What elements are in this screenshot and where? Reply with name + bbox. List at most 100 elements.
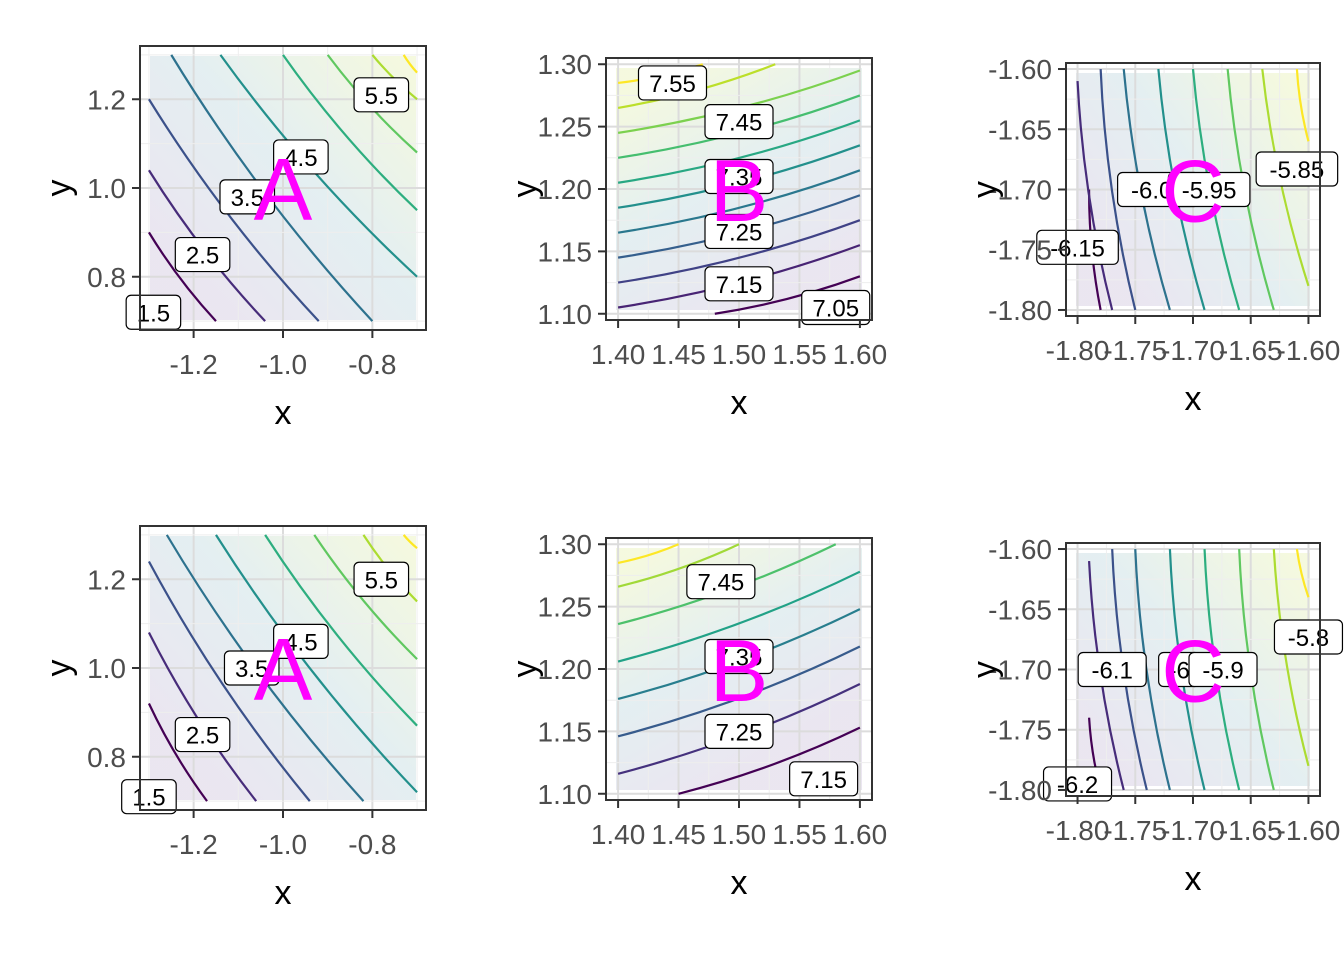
- x-tick-label: 1.45: [651, 819, 706, 850]
- contour-line: [1295, 68, 1310, 142]
- x-tick-label: 1.50: [712, 339, 767, 370]
- y-tick-label: 1.15: [538, 716, 593, 747]
- contour-line: [402, 54, 418, 74]
- contour-label: -5.95: [1182, 178, 1237, 205]
- contour-label: 7.15: [716, 272, 763, 299]
- y-tick-label: -1.80: [988, 295, 1052, 326]
- contour-label-box: [273, 623, 329, 659]
- x-tick-label: -1.2: [170, 349, 218, 380]
- y-tick-label: -1.75: [988, 235, 1052, 266]
- contour-panel-5: 7.45 7.35 7.25 7.15 1.40 1.45 1.50 1.55 1.60 1.10…: [506, 529, 887, 902]
- contour-line: [617, 543, 740, 588]
- x-tick-label: -0.8: [348, 829, 396, 860]
- contour-label-box: [704, 104, 774, 140]
- x-tick-label: -1.75: [1103, 815, 1167, 846]
- y-tick-label: -1.60: [988, 54, 1052, 85]
- gridlines: [140, 526, 426, 810]
- x-axis-title: x: [1185, 380, 1202, 418]
- x-tick-label: -0.8: [348, 349, 396, 380]
- panel-letter: C: [1161, 622, 1225, 721]
- y-tick-label: 1.2: [87, 564, 126, 595]
- y-tick-label: 1.20: [538, 654, 593, 685]
- y-axis-title: y: [40, 660, 78, 677]
- y-tick-label: 1.10: [538, 779, 593, 810]
- contour-labels: 1.5 2.5 3.5 4.5 5.5: [121, 561, 410, 815]
- x-tick-label: 1.40: [591, 819, 646, 850]
- contour-label: -5.9: [1202, 658, 1243, 685]
- contour-label-box: [704, 266, 774, 302]
- y-tick-label: 1.10: [538, 299, 593, 330]
- y-tick-label: -1.70: [988, 175, 1052, 206]
- contour-label: 7.25: [716, 719, 763, 746]
- contour-label-box: [1036, 229, 1119, 265]
- contour-label: 5.5: [365, 567, 398, 594]
- x-tick-label: -1.0: [259, 829, 307, 860]
- axes: -1.80-1.75-1.70-1.65-1.60-1.80-1.75-1.70…: [966, 54, 1340, 418]
- contour-label: -6.1: [1092, 658, 1133, 685]
- contour-label-box: [704, 713, 774, 749]
- contour-label: 2.5: [186, 243, 219, 270]
- y-tick-label: 1.30: [538, 529, 593, 560]
- axes: 1.40 1.45 1.50 1.55 1.60 1.10 1.15 1.20 1.25 1.30…: [506, 49, 887, 422]
- axes: -1.2 -1.0 -0.8 0.8 1.0 1.2 x y: [40, 84, 397, 432]
- x-tick-label: 1.50: [712, 819, 767, 850]
- x-axis-title: x: [275, 874, 292, 912]
- contour-label: -6.2: [1057, 772, 1098, 799]
- x-tick-label: 1.45: [651, 339, 706, 370]
- x-axis-title: x: [275, 394, 292, 432]
- contour-label: 7.35: [716, 645, 763, 672]
- axes: -1.80-1.75-1.70-1.65-1.60-1.80-1.75-1.70…: [966, 534, 1340, 898]
- contour-labels: 7.55 7.45 7.35 7.25 7.15 7.05: [637, 65, 871, 326]
- contour-label-box: [174, 236, 231, 273]
- y-tick-label: -1.70: [988, 655, 1052, 686]
- contour-line: [313, 534, 418, 660]
- contour-line: [617, 219, 861, 284]
- y-axis-title: y: [966, 181, 1004, 198]
- contour-label: 7.15: [800, 767, 847, 794]
- panel-grid: 1.5 2.5 3.5 4.5 5.5 -1.2 -1.0 -0.8 0.8 1.0 1.2 x y A 7…: [40, 45, 1344, 912]
- contour-label: 7.25: [716, 219, 763, 246]
- contour-label: -5.85: [1270, 157, 1325, 184]
- contour-label-box: [789, 761, 859, 797]
- contour-line: [617, 570, 861, 663]
- axes: -1.2 -1.0 -0.8 0.8 1.0 1.2 x y: [40, 564, 397, 912]
- contour-labels: -6.2 -6.1 -6 -5.9 -5.8: [1042, 619, 1344, 802]
- x-tick-label: 1.60: [833, 339, 888, 370]
- contour-label-box: [1273, 619, 1344, 655]
- contour-label: 3.5: [231, 185, 264, 212]
- contour-label-box: [1188, 651, 1258, 688]
- contour-label-box: [353, 77, 410, 113]
- contour-line: [617, 169, 861, 234]
- panel-letter: A: [254, 140, 313, 239]
- contour-line: [1295, 548, 1310, 598]
- x-tick-label: 1.60: [833, 819, 888, 850]
- y-tick-label: -1.65: [988, 114, 1052, 145]
- contour-line: [264, 534, 418, 727]
- contour-panel-1: 1.5 2.5 3.5 4.5 5.5 -1.2 -1.0 -0.8 0.8 1.0 1.2 x y A: [40, 45, 427, 432]
- contour-label-box: [704, 638, 774, 675]
- panel-letter: B: [710, 621, 769, 720]
- x-tick-label: -1.75: [1103, 335, 1167, 366]
- y-tick-label: -1.60: [988, 534, 1052, 565]
- contour-label: 4.5: [284, 145, 317, 172]
- y-axis-title: y: [40, 180, 78, 197]
- x-tick-label: -1.60: [1277, 335, 1341, 366]
- panel-letter: A: [254, 620, 313, 719]
- contour-label-box: [704, 213, 774, 250]
- contour-label-box: [1077, 651, 1147, 688]
- x-tick-label: -1.80: [1046, 335, 1110, 366]
- x-axis-title: x: [731, 864, 748, 902]
- contour-label-box: [686, 564, 756, 600]
- contour-line: [617, 119, 861, 184]
- x-tick-label: -1.2: [170, 829, 218, 860]
- contour-label: 1.5: [132, 785, 165, 812]
- contour-label: 7.05: [812, 296, 859, 323]
- y-axis-title: y: [506, 661, 544, 678]
- contour-lines: [617, 543, 861, 795]
- contour-label-box: [704, 158, 774, 195]
- contour-line: [617, 645, 861, 738]
- contour-label-box: [637, 65, 708, 101]
- contour-panel-4: 1.5 2.5 3.5 4.5 5.5 -1.2 -1.0 -0.8 0.8 1.0 1.2 x y A: [40, 525, 427, 912]
- contour-label: 5.5: [365, 83, 398, 110]
